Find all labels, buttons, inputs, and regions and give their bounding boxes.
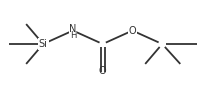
Text: H: H [70, 32, 76, 40]
Text: Si: Si [39, 39, 48, 49]
Text: N: N [69, 24, 77, 34]
Text: O: O [129, 26, 136, 36]
Text: O: O [99, 66, 106, 76]
